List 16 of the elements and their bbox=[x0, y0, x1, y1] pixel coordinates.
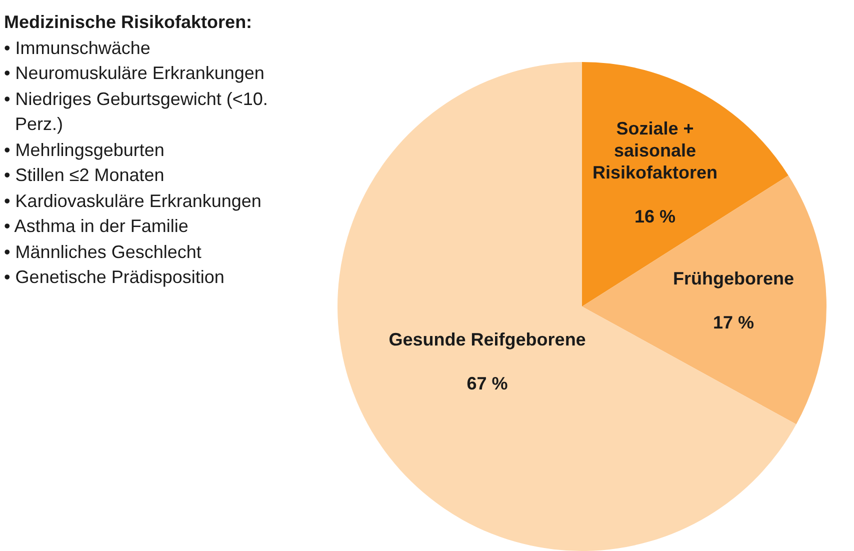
data-label: 67 % bbox=[466, 373, 508, 394]
data-label: 16 % bbox=[634, 206, 676, 227]
text: • Männliches Geschlecht bbox=[4, 240, 202, 264]
slice-label: Frühgeborene bbox=[673, 268, 794, 289]
text: • Neuromuskuläre Erkrankungen bbox=[4, 62, 266, 85]
text: • Kardiovaskuläre Erkrankungen bbox=[4, 190, 262, 213]
text: • Immunschwäche bbox=[4, 36, 152, 60]
slice-label: Soziale + saisonale Risikofaktoren bbox=[592, 118, 718, 183]
text: Medizinische Risikofaktoren: bbox=[4, 11, 254, 34]
text: • Stillen ≤2 Monaten bbox=[4, 164, 166, 187]
text: • Asthma in der Familie bbox=[4, 215, 190, 238]
data-label: 17 % bbox=[713, 312, 754, 333]
slice-label: Gesunde Reifgeborene bbox=[388, 329, 586, 350]
text: • Niedriges Geburtsgewicht (<10. Perz.) bbox=[4, 88, 269, 136]
text: • Genetische Prädisposition bbox=[4, 266, 226, 289]
text: • Mehrlingsgeburten bbox=[4, 138, 166, 162]
